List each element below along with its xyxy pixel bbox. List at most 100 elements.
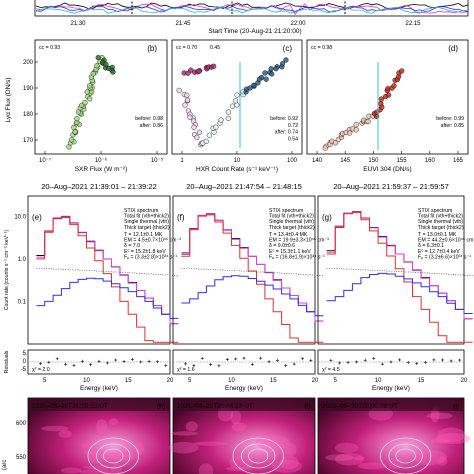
spectrum-title: 20–Aug–2021 21:39:01 – 21:39:22: [41, 182, 157, 191]
xtick-label: 20: [167, 378, 174, 384]
xtick-label: 5: [43, 378, 47, 384]
timeline-frame: [34, 0, 469, 17]
scatter-point: [82, 99, 88, 106]
stat-label: before: 0.92: [270, 116, 298, 122]
legend-entry: Single thermal (vth): [418, 219, 463, 225]
spectrum-series-2: [36, 217, 179, 343]
emission-blob: [437, 456, 448, 466]
xtick-label: 10: [375, 378, 382, 384]
emission-blob: [109, 418, 118, 425]
spectrum-series-3: [326, 272, 473, 314]
stat-label: after: 0.74: [275, 130, 298, 136]
emission-blob: [85, 449, 108, 456]
xtick-label: 10⁻⁶: [95, 157, 108, 164]
emission-blob: [135, 443, 144, 455]
fit-parameter: EM = 19.9±3.3×10⁴⁶ cm⁻³: [269, 238, 329, 244]
xtick-label: 15: [418, 378, 425, 384]
correlation-coefficient-2: 0.45: [210, 45, 220, 51]
panel-label: (j): [453, 403, 459, 410]
xtick-label: 15: [270, 378, 277, 384]
scatter-point: [90, 71, 96, 77]
scatter-point: [71, 124, 77, 131]
scatter-point: [203, 138, 209, 144]
scatter-point: [225, 115, 232, 122]
emission-blob: [271, 459, 303, 473]
stat-label: before: 0.98: [135, 116, 163, 122]
timeline-panel: 21:30 21:45 22:00 22:15 Start Time (20-Aug-2…: [34, 0, 469, 35]
scatter-point: [268, 66, 274, 72]
scatter-point: [378, 100, 384, 107]
xtick-label: 10: [234, 158, 241, 164]
spectrum-xlabel: Energy (keV): [225, 385, 263, 392]
timeline-xlabel: Start Time (20-Aug-21 21:20:00): [208, 28, 301, 35]
hxr-contour: [395, 448, 416, 464]
emission-blob: [193, 441, 229, 446]
emission-blob: [81, 442, 97, 449]
chi-square: χ² = 4.5: [322, 367, 340, 373]
panel-label: (g): [322, 213, 332, 222]
image-ytick: 600: [16, 421, 27, 427]
legend-entry: Total fit (vth+thick2): [418, 214, 463, 220]
timeline-tick: 21:30: [70, 21, 86, 27]
scatter-point: [263, 76, 269, 82]
stat-label: after: 0.86: [140, 123, 163, 129]
spectrum-frame-g: [317, 195, 465, 345]
hxr-contour: [102, 448, 124, 464]
scatter-point: [110, 69, 116, 75]
scatter-point: [94, 63, 100, 69]
xtick-label: 165: [453, 158, 464, 164]
scatter-point: [206, 132, 213, 138]
scatter-point: [213, 124, 219, 130]
residual-tick: 0: [23, 359, 27, 365]
ylabel-residuals: Residuals: [4, 350, 10, 373]
emission-blob: [225, 466, 253, 472]
ylabel-lya: Lyα Flux (DN/s): [5, 77, 12, 122]
emission-blob: [435, 433, 471, 445]
spectrum-series-2: [326, 212, 473, 343]
scatter-point: [84, 89, 90, 95]
fit-parameter: T = 13.4±0.4 MK: [269, 232, 308, 238]
scatter-point: [391, 83, 397, 89]
xtick-label: 145: [340, 158, 351, 164]
timeline-tick: 21:45: [175, 21, 191, 27]
fit-parameter: δ = 6.3±0.1: [418, 243, 444, 249]
chi-square: χ² = 2.0: [32, 367, 50, 373]
panel-label: (f): [177, 213, 185, 222]
scatter-point: [283, 57, 289, 63]
image-ytick: 550: [16, 455, 27, 461]
panel-frame-d: [306, 39, 469, 155]
panel-xlabel: HXR Count Rate (s⁻¹ keV⁻¹): [196, 166, 278, 173]
spectrum-title: 20–Aug–2021 21:47:54 – 21:48:15: [186, 182, 302, 191]
panel-label: (h): [157, 403, 165, 410]
fit-parameter: Eᶜ = 15.2±1.8 keV: [124, 249, 166, 255]
ytick-label: 180: [23, 112, 34, 118]
scatter-point: [378, 96, 385, 102]
scatter-point: [251, 82, 257, 88]
emission-blob: [229, 454, 254, 470]
scatter-point: [95, 54, 101, 61]
xtick-label: 5: [188, 378, 192, 384]
panel-label: (c): [283, 44, 293, 53]
scatter-point: [196, 68, 202, 74]
legend-entry: Total fit (vth+thick2): [124, 214, 169, 220]
timestamp-bg: [173, 398, 315, 411]
stat-label: before: 0.99: [436, 116, 464, 122]
residual-tick: -5: [21, 367, 27, 373]
background-spectrum: [181, 267, 324, 276]
scatter-point: [353, 122, 359, 128]
ytick-label: 1.0: [18, 257, 27, 263]
scatter-point: [262, 70, 268, 76]
spectrum-frame-f: [172, 195, 316, 345]
image-timestamp: 2021–08–20T22:00:08 UT: [322, 403, 398, 410]
fit-parameter: Eᶜ = 12.7±0.4 keV: [418, 249, 460, 255]
timeline-series-0: [35, 2, 469, 10]
panel-label: (b): [147, 44, 157, 53]
emission-blob: [198, 463, 214, 474]
emission-blob: [58, 430, 72, 438]
spectrum-xlabel: Energy (keV): [372, 385, 410, 392]
xtick-label: 160: [425, 158, 436, 164]
timestamp-bg: [28, 398, 170, 411]
stat-label: after: 0.85: [441, 123, 464, 129]
fit-parameter: EM = 4.5±0.7×10⁴⁶ cm⁻³: [124, 238, 181, 244]
emission-blob: [88, 448, 104, 465]
